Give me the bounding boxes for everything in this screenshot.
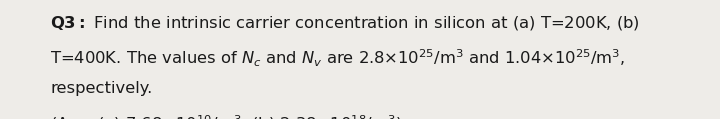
Text: $\mathbf{Q3:}$ Find the intrinsic carrier concentration in silicon at (a) T=200K: $\mathbf{Q3:}$ Find the intrinsic carrie… <box>50 14 640 32</box>
Text: (Ans: (a) 7.68×10$^{10}$/m$^3$, (b) 2.38×10$^{18}$/m$^3$): (Ans: (a) 7.68×10$^{10}$/m$^3$, (b) 2.38… <box>50 113 402 119</box>
Text: T=400K. The values of $N_c$ and $N_v$ are 2.8×10$^{25}$/m$^3$ and 1.04×10$^{25}$: T=400K. The values of $N_c$ and $N_v$ ar… <box>50 48 626 69</box>
Text: respectively.: respectively. <box>50 81 153 96</box>
